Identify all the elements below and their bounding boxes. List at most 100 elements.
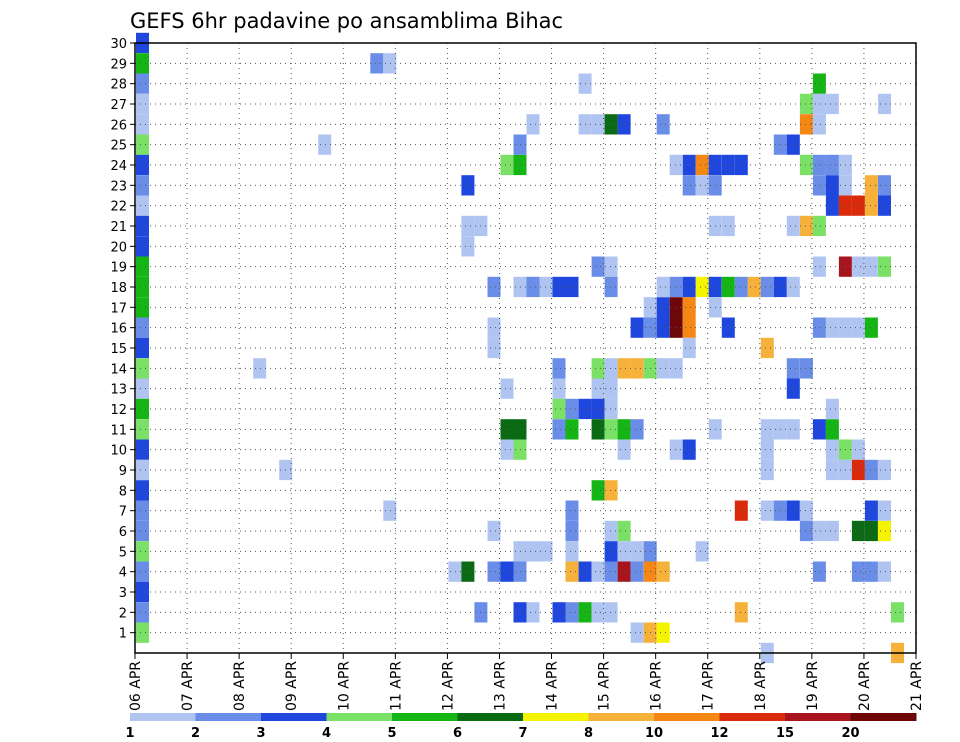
x-tick-label: 21 APR [909,661,925,711]
y-tick-label: 26 [110,118,127,133]
heatmap-cell [552,276,566,298]
heatmap-cell [617,358,631,379]
y-tick-label: 13 [110,383,127,398]
heatmap-cell [734,154,748,176]
x-tick-label: 12 APR [440,661,456,711]
legend-tick-label: 10 [645,726,663,741]
heatmap-cell [500,419,514,440]
y-tick-label: 11 [110,423,127,438]
heatmap-cell [825,93,839,115]
legend-color-swatch [261,713,327,721]
heatmap-cell [136,256,149,277]
y-tick-label: 15 [110,342,127,357]
heatmap-cell [526,114,540,135]
heatmap-cell [565,500,579,521]
heatmap-cell [878,93,891,115]
heatmap-cell [825,459,839,481]
heatmap-cell [591,602,605,623]
heatmap-cell [383,500,397,521]
heatmap-cell [136,439,149,460]
heatmap-cell [695,276,709,298]
y-tick-label: 23 [110,179,127,194]
heatmap-cell [500,561,514,582]
heatmap-cell [878,459,891,481]
x-tick-label: 13 APR [492,661,508,711]
heatmap-cell [136,297,149,318]
heatmap-cell [630,419,644,440]
heatmap-cell [864,317,878,338]
x-tick-label: 11 APR [388,661,404,711]
y-tick-label: 8 [119,484,127,499]
y-tick-label: 2 [119,606,127,621]
heatmap-cell [656,276,670,298]
heatmap-cell [825,520,839,542]
legend-tick-label: 3 [256,726,265,741]
heatmap-cell [136,337,149,359]
heatmap-cell [878,561,891,582]
heatmap-cell [760,459,774,481]
heatmap-cell [864,175,878,196]
x-tick-label: 14 APR [545,661,561,711]
heatmap-cell [669,297,683,318]
chart-title: GEFS 6hr padavine po ansamblima Bihac [130,9,563,33]
heatmap-cell [136,622,149,643]
x-tick-label: 15 APR [597,661,613,711]
heatmap-cell [500,439,514,460]
legend-tick-label: 2 [191,726,200,741]
heatmap-cell [526,602,540,623]
heatmap-cell [591,358,605,379]
heatmap-cell [565,419,579,440]
heatmap-cell [565,398,579,420]
heatmap-cell [136,419,149,440]
y-tick-label: 12 [110,403,127,418]
heatmap-cell [448,561,462,582]
heatmap-cell [878,175,891,196]
legend-color-swatch [130,713,196,721]
heatmap-cell [617,561,631,582]
heatmap-cell [799,93,813,115]
legend-color-swatch [654,713,720,721]
heatmap-cell [864,459,878,481]
heatmap-cell [487,337,501,359]
y-tick-label: 9 [119,464,127,479]
heatmap-cell [682,276,696,298]
heatmap-cell [461,215,475,237]
legend-tick-label: 1 [125,726,134,741]
heatmap-cell [370,53,384,74]
heatmap-cell [682,337,696,359]
heatmap-cell [851,439,865,460]
heatmap-cell [526,276,540,298]
heatmap-cell [786,215,800,237]
heatmap-cell [864,520,878,542]
heatmap-cell [552,358,566,379]
y-axis-ticks: 1234567891011121314151617181920212223242… [110,37,135,642]
heatmap-cell [591,480,605,501]
y-tick-label: 29 [110,57,127,72]
heatmap-cell [461,236,475,257]
heatmap-cell [136,520,149,542]
heatmap-cell [383,53,397,74]
legend-color-swatch [392,713,458,721]
heatmap-cell [682,317,696,338]
heatmap-cell [851,520,865,542]
x-tick-label: 07 APR [180,661,196,711]
heatmap-cell [604,114,618,135]
heatmap-cell [878,500,891,521]
heatmap-cell [591,114,605,135]
x-tick-label: 16 APR [649,661,665,711]
heatmap-cell [500,378,514,399]
heatmap-cell [851,561,865,582]
heatmap-cell [812,256,826,277]
heatmap-cell [812,561,826,582]
heatmap-cell [812,419,826,440]
heatmap-cell [565,561,579,582]
heatmap-cell [136,317,149,338]
heatmap-cell [864,500,878,521]
heatmap-cell [552,419,566,440]
heatmap-cell [500,154,514,176]
legend-tick-label: 5 [387,726,396,741]
heatmap-cell [864,195,878,216]
legend-color-swatch [457,713,524,721]
legend-color-swatch [850,713,917,721]
